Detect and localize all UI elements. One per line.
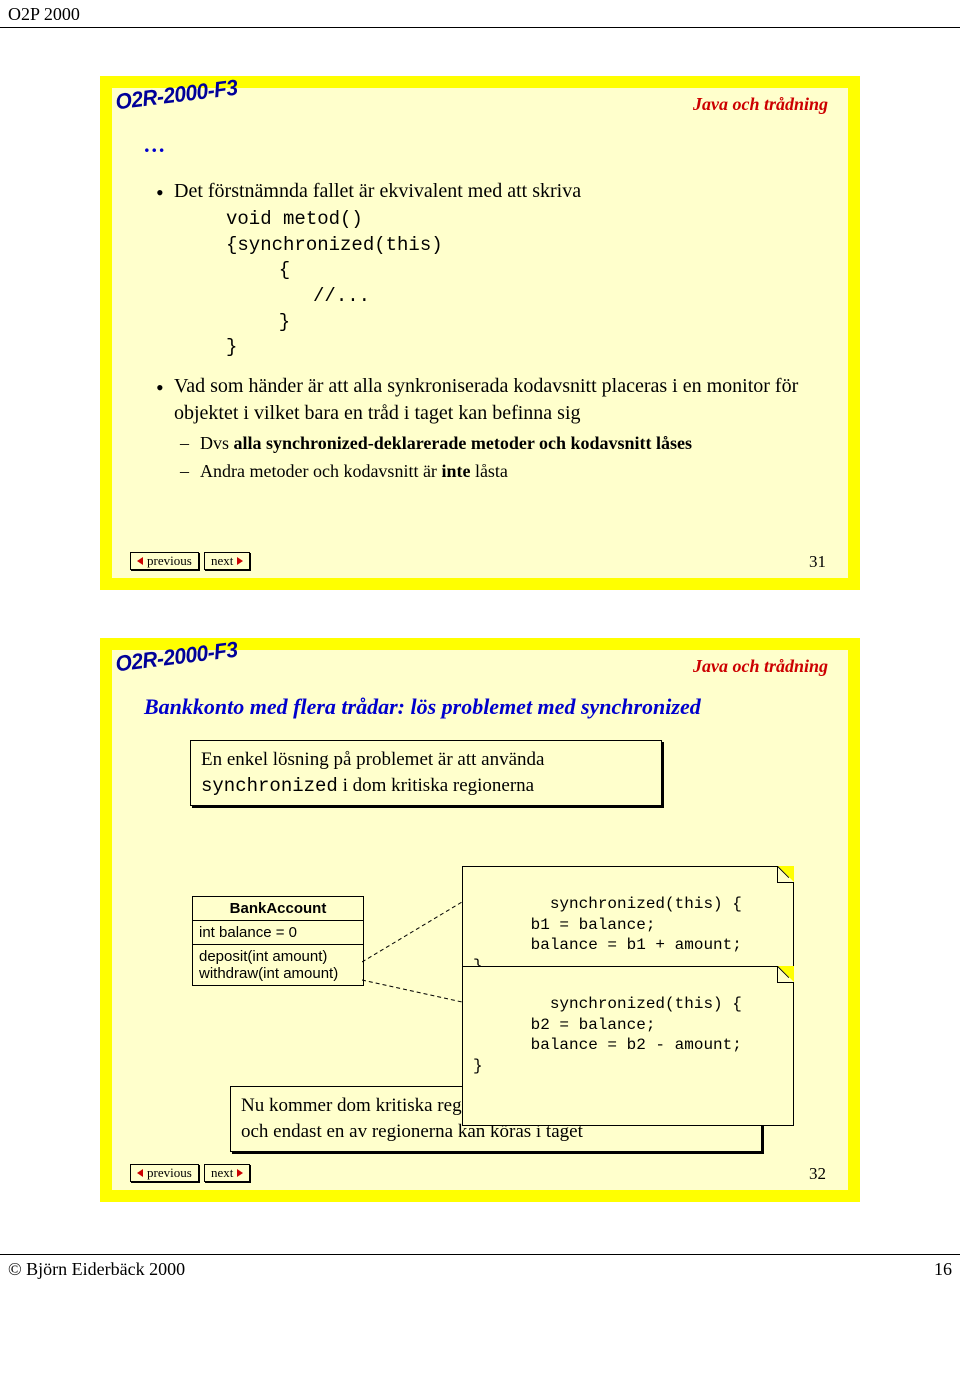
uml-class-box: BankAccount int balance = 0 deposit(int … (192, 896, 364, 986)
uml-op: deposit(int amount) (199, 948, 357, 965)
slide-category: Java och trådning (693, 94, 828, 115)
uml-operations: deposit(int amount) withdraw(int amount) (193, 945, 363, 985)
page-corner-icon (777, 966, 794, 983)
previous-button[interactable]: previous (130, 552, 199, 570)
code-snippet-withdraw: synchronized(this) { b2 = balance; balan… (462, 966, 794, 1126)
bullet-list: Det förstnämnda fallet är ekvivalent med… (144, 178, 816, 483)
slide-number: 32 (809, 1164, 826, 1184)
nav-row: previous next 32 (130, 1164, 830, 1184)
page: O2P 2000 O2R-2000-F3 Java och trådning …… (0, 0, 960, 1320)
page-footer: © Björn Eiderbäck 2000 16 (0, 1254, 960, 1280)
slide-32: O2R-2000-F3 Java och trådning Bankkonto … (100, 638, 860, 1202)
bullet-text: Det förstnämnda fallet är ekvivalent med… (174, 180, 581, 202)
slide-title: Bankkonto med flera trådar: lös probleme… (144, 694, 816, 720)
slide-31: O2R-2000-F3 Java och trådning … Det förs… (100, 76, 860, 590)
footer-page-number: 16 (934, 1259, 952, 1280)
slide-badge: O2R-2000-F3 (114, 75, 239, 116)
next-button[interactable]: next (204, 552, 250, 570)
slide-badge: O2R-2000-F3 (114, 637, 239, 678)
code-line: } (226, 335, 816, 361)
bullet-text: Vad som händer är att alla synkroniserad… (174, 375, 798, 424)
page-header: O2P 2000 (0, 0, 960, 28)
slide-title: … (144, 132, 816, 158)
bullet-item: Det förstnämnda fallet är ekvivalent med… (156, 178, 816, 361)
slide-number: 31 (809, 552, 826, 572)
footer-copyright: © Björn Eiderbäck 2000 (8, 1259, 185, 1280)
code-line: {synchronized(this) (226, 233, 816, 259)
sub-item: Andra metoder och kodavsnitt är inte lås… (174, 459, 816, 483)
code-line: } (226, 310, 816, 336)
code-line: void metod() (226, 207, 816, 233)
previous-button[interactable]: previous (130, 1164, 199, 1182)
code-line: { (226, 258, 816, 284)
bullet-item: Vad som händer är att alla synkroniserad… (156, 373, 816, 484)
slide-category: Java och trådning (693, 656, 828, 677)
nav-row: previous next 31 (130, 552, 830, 572)
uml-op: withdraw(int amount) (199, 965, 357, 982)
uml-class-name: BankAccount (193, 897, 363, 921)
next-button[interactable]: next (204, 1164, 250, 1182)
sub-item: Dvs alla synchronized-deklarerade metode… (174, 431, 816, 455)
uml-attribute: int balance = 0 (193, 921, 363, 945)
solution-box: En enkel lösning på problemet är att anv… (190, 740, 662, 806)
sub-list: Dvs alla synchronized-deklarerade metode… (174, 431, 816, 484)
code-line: //... (226, 284, 816, 310)
page-corner-icon (777, 866, 794, 883)
